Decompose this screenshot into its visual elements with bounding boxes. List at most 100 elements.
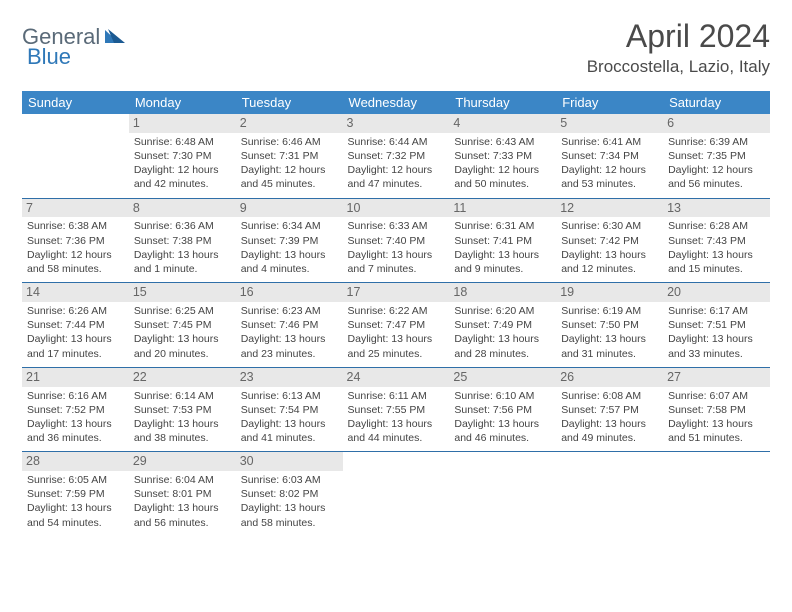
day-number: 9 [236, 199, 343, 218]
day-number: 10 [343, 199, 450, 218]
day-info-line: Sunset: 7:30 PM [134, 149, 231, 163]
day-info-line: Sunrise: 6:03 AM [241, 473, 338, 487]
day-info-line: Sunrise: 6:39 AM [668, 135, 765, 149]
day-info-line: Daylight: 13 hours [454, 248, 551, 262]
day-info-line: and 42 minutes. [134, 177, 231, 191]
day-number: 19 [556, 283, 663, 302]
calendar-day-cell: 22 Sunrise: 6:14 AMSunset: 7:53 PMDayligh… [129, 367, 236, 452]
day-number: 26 [556, 368, 663, 387]
day-info-line: Sunrise: 6:05 AM [27, 473, 124, 487]
day-info-line: Sunset: 7:56 PM [454, 403, 551, 417]
calendar-day-cell: 13Sunrise: 6:28 AMSunset: 7:43 PMDayligh… [663, 198, 770, 283]
day-info-line: and 25 minutes. [348, 347, 445, 361]
calendar-day-cell: 2Sunrise: 6:46 AMSunset: 7:31 PMDaylight… [236, 114, 343, 198]
calendar-day-cell: 30Sunrise: 6:03 AMSunset: 8:02 PMDayligh… [236, 452, 343, 536]
day-info-line: Sunrise: 6:07 AM [668, 389, 765, 403]
calendar-day-cell: 8Sunrise: 6:36 AMSunset: 7:38 PMDaylight… [129, 198, 236, 283]
day-info-line: Sunrise: 6:46 AM [241, 135, 338, 149]
day-number: 21 [22, 368, 129, 387]
day-info-line: and 12 minutes. [561, 262, 658, 276]
day-info-line: Daylight: 13 hours [561, 248, 658, 262]
day-info-line: Sunrise: 6:16 AM [27, 389, 124, 403]
calendar-day-cell [663, 452, 770, 536]
day-number: 12 [556, 199, 663, 218]
day-info-line: Sunset: 7:41 PM [454, 234, 551, 248]
day-info-line: Sunset: 7:57 PM [561, 403, 658, 417]
day-number: 13 [663, 199, 770, 218]
day-number: 25 [449, 368, 556, 387]
day-info-line: Daylight: 13 hours [134, 332, 231, 346]
day-info-line: Daylight: 13 hours [241, 248, 338, 262]
day-info-line: and 58 minutes. [241, 516, 338, 530]
day-info-line: Daylight: 12 hours [561, 163, 658, 177]
calendar-day-cell [449, 452, 556, 536]
calendar-week-row: 7Sunrise: 6:38 AMSunset: 7:36 PMDaylight… [22, 198, 770, 283]
day-info-line: Sunrise: 6:19 AM [561, 304, 658, 318]
day-info-line: and 31 minutes. [561, 347, 658, 361]
day-info-line: Daylight: 13 hours [668, 248, 765, 262]
day-info-line: and 46 minutes. [454, 431, 551, 445]
day-info-line: Sunrise: 6:14 AM [134, 389, 231, 403]
day-info-line: Sunset: 7:59 PM [27, 487, 124, 501]
day-number: 24 [343, 368, 450, 387]
day-info-line: Sunset: 7:42 PM [561, 234, 658, 248]
day-info-line: and 28 minutes. [454, 347, 551, 361]
day-info-line: Daylight: 12 hours [241, 163, 338, 177]
calendar-day-cell: 19Sunrise: 6:19 AMSunset: 7:50 PMDayligh… [556, 283, 663, 368]
header: General April 2024 Broccostella, Lazio, … [22, 18, 770, 77]
triangle-icon [105, 27, 127, 48]
day-info-line: Daylight: 13 hours [27, 501, 124, 515]
day-info-line: and 33 minutes. [668, 347, 765, 361]
day-info-line: Sunrise: 6:20 AM [454, 304, 551, 318]
day-number: 22 [129, 368, 236, 387]
calendar-day-cell [343, 452, 450, 536]
day-info-line: Sunrise: 6:31 AM [454, 219, 551, 233]
day-info-line: Sunrise: 6:25 AM [134, 304, 231, 318]
day-number: 17 [343, 283, 450, 302]
day-info-line: Daylight: 13 hours [241, 332, 338, 346]
calendar-day-cell: 16Sunrise: 6:23 AMSunset: 7:46 PMDayligh… [236, 283, 343, 368]
weekday-header: Monday [129, 91, 236, 114]
weekday-header: Saturday [663, 91, 770, 114]
title-block: April 2024 Broccostella, Lazio, Italy [587, 18, 770, 77]
calendar-day-cell: 18Sunrise: 6:20 AMSunset: 7:49 PMDayligh… [449, 283, 556, 368]
day-info-line: Sunrise: 6:43 AM [454, 135, 551, 149]
day-info-line: Daylight: 13 hours [454, 332, 551, 346]
day-info-line: Sunset: 7:44 PM [27, 318, 124, 332]
day-info-line: Daylight: 12 hours [668, 163, 765, 177]
weekday-header: Tuesday [236, 91, 343, 114]
day-info-line: and 7 minutes. [348, 262, 445, 276]
day-number: 23 [236, 368, 343, 387]
day-info-line: Sunset: 7:33 PM [454, 149, 551, 163]
day-info-line: Sunrise: 6:08 AM [561, 389, 658, 403]
day-number: 7 [22, 199, 129, 218]
calendar-day-cell: 5Sunrise: 6:41 AMSunset: 7:34 PMDaylight… [556, 114, 663, 198]
calendar-body: 1Sunrise: 6:48 AMSunset: 7:30 PMDaylight… [22, 114, 770, 536]
calendar-day-cell: 4Sunrise: 6:43 AMSunset: 7:33 PMDaylight… [449, 114, 556, 198]
weekday-header: Friday [556, 91, 663, 114]
calendar-day-cell: 7Sunrise: 6:38 AMSunset: 7:36 PMDaylight… [22, 198, 129, 283]
calendar-week-row: 14Sunrise: 6:26 AMSunset: 7:44 PMDayligh… [22, 283, 770, 368]
day-info-line: and 17 minutes. [27, 347, 124, 361]
day-info-line: Daylight: 12 hours [27, 248, 124, 262]
day-info-line: Sunset: 7:51 PM [668, 318, 765, 332]
day-info-line: Sunrise: 6:10 AM [454, 389, 551, 403]
day-info-line: Sunrise: 6:48 AM [134, 135, 231, 149]
month-title: April 2024 [587, 18, 770, 55]
day-number: 6 [663, 114, 770, 133]
day-info-line: and 15 minutes. [668, 262, 765, 276]
day-info-line: Sunset: 7:32 PM [348, 149, 445, 163]
calendar-day-cell [22, 114, 129, 198]
day-info-line: Sunset: 7:47 PM [348, 318, 445, 332]
day-info-line: and 50 minutes. [454, 177, 551, 191]
day-info-line: Daylight: 13 hours [348, 332, 445, 346]
day-number: 8 [129, 199, 236, 218]
calendar-day-cell: 20Sunrise: 6:17 AMSunset: 7:51 PMDayligh… [663, 283, 770, 368]
day-info-line: Daylight: 13 hours [134, 501, 231, 515]
day-info-line: Sunrise: 6:44 AM [348, 135, 445, 149]
day-info-line: and 54 minutes. [27, 516, 124, 530]
day-info-line: Sunrise: 6:23 AM [241, 304, 338, 318]
day-number: 27 [663, 368, 770, 387]
day-info-line: Daylight: 13 hours [134, 417, 231, 431]
day-info-line: Sunset: 7:53 PM [134, 403, 231, 417]
